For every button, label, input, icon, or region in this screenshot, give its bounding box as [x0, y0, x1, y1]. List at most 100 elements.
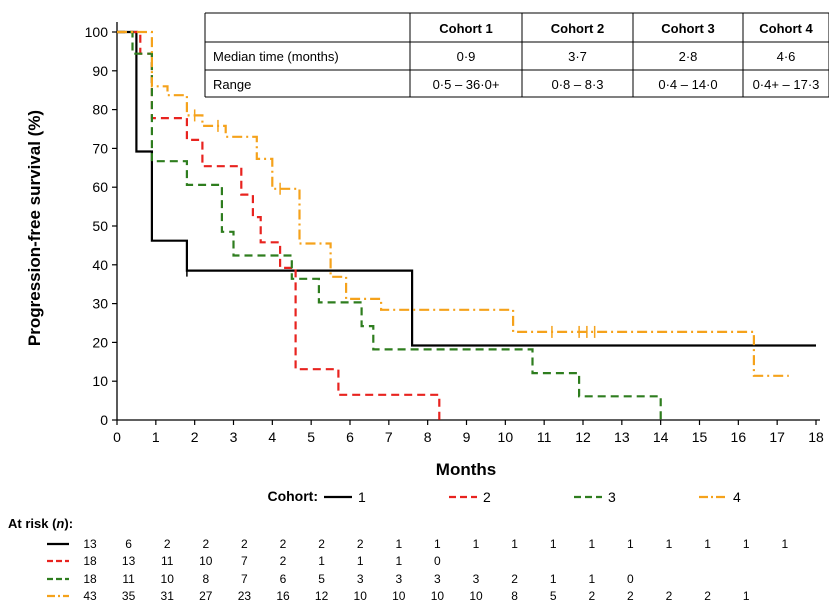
x-tick-label: 6 [346, 429, 354, 445]
at-risk-value: 11 [161, 554, 174, 568]
at-risk-value: 6 [280, 572, 287, 586]
series-line-cohort-1 [117, 30, 816, 347]
y-tick-label: 10 [92, 373, 108, 389]
x-tick-label: 10 [498, 429, 514, 445]
at-risk-value: 7 [241, 554, 248, 568]
x-tick-label: 8 [424, 429, 432, 445]
y-tick-label: 60 [92, 179, 108, 195]
y-tick-label: 20 [92, 334, 108, 350]
table-cell: 2·8 [679, 49, 698, 64]
at-risk-value: 5 [318, 572, 325, 586]
at-risk-value: 13 [122, 554, 136, 568]
at-risk-table: At risk (n):13 6 2 2 2 2 2 2 1 1 1 1 1 1 1 1 1 1 118 13 11 10… [8, 516, 788, 603]
at-risk-value: 1 [781, 537, 788, 551]
table-cell: 0·4+ – 17·3 [753, 77, 820, 92]
at-risk-value: 43 [83, 589, 97, 603]
table-row-label: Median time (months) [213, 49, 339, 64]
at-risk-value: 3 [434, 572, 441, 586]
table-cell: 4·6 [777, 49, 796, 64]
at-risk-title: At risk (n): [8, 516, 73, 531]
at-risk-value: 0 [434, 554, 441, 568]
table-header: Cohort 3 [661, 21, 714, 36]
table-header: Cohort 2 [551, 21, 604, 36]
at-risk-value: 10 [431, 589, 445, 603]
at-risk-value: 27 [199, 589, 213, 603]
at-risk-value: 3 [395, 572, 402, 586]
at-risk-value: 1 [550, 537, 557, 551]
at-risk-value: 8 [202, 572, 209, 586]
at-risk-value: 2 [666, 589, 673, 603]
x-tick-label: 1 [152, 429, 160, 445]
at-risk-value: 10 [469, 589, 483, 603]
at-risk-value: 18 [83, 554, 97, 568]
at-risk-value: 7 [241, 572, 248, 586]
legend: Cohort: 1 2 3 4 [267, 488, 741, 505]
x-tick-label: 4 [268, 429, 276, 445]
table-row-label: Range [213, 77, 251, 92]
axes: 0 1 2 3 4 5 6 7 8 9 10 11 12 13 14 15 16 17 18010203040506… [85, 22, 824, 445]
table-background [205, 13, 829, 97]
at-risk-value: 1 [550, 572, 557, 586]
x-tick-label: 7 [385, 429, 393, 445]
series-line-cohort-3 [117, 30, 662, 420]
x-tick-label: 2 [191, 429, 199, 445]
at-risk-value: 1 [395, 554, 402, 568]
y-tick-label: 50 [92, 218, 108, 234]
at-risk-value: 2 [280, 554, 287, 568]
median-table: Cohort 1 Cohort 2 Cohort 3 Cohort 4 Median t… [204, 12, 829, 98]
legend-label-cohort-4: 4 [733, 489, 741, 505]
legend-label-cohort-3: 3 [608, 489, 616, 505]
at-risk-value: 1 [743, 589, 750, 603]
at-risk-value: 2 [704, 589, 711, 603]
at-risk-value: 2 [357, 537, 364, 551]
legend-label-cohort-2: 2 [483, 489, 491, 505]
at-risk-value: 12 [315, 589, 329, 603]
x-tick-label: 18 [808, 429, 824, 445]
at-risk-value: 2 [627, 589, 634, 603]
x-tick-label: 15 [692, 429, 708, 445]
at-risk-value: 0 [627, 572, 634, 586]
table-header: Cohort 1 [439, 21, 492, 36]
at-risk-value: 35 [122, 589, 136, 603]
y-tick-label: 0 [100, 412, 108, 428]
at-risk-value: 2 [202, 537, 209, 551]
at-risk-value: 1 [434, 537, 441, 551]
at-risk-value: 2 [511, 572, 518, 586]
legend-label-cohort-1: 1 [358, 489, 366, 505]
at-risk-value: 1 [511, 537, 518, 551]
x-tick-label: 12 [575, 429, 591, 445]
y-tick-label: 80 [92, 102, 108, 118]
at-risk-value: 23 [238, 589, 252, 603]
survival-curves [117, 30, 816, 420]
y-tick-label: 70 [92, 140, 108, 156]
at-risk-value: 1 [704, 537, 711, 551]
y-axis-title: Progression-free survival (%) [25, 110, 44, 346]
at-risk-value: 10 [392, 589, 406, 603]
x-tick-label: 16 [731, 429, 747, 445]
x-axis-title: Months [436, 460, 496, 479]
series-line-cohort-4 [117, 30, 789, 377]
table-cell: 0·8 – 8·3 [551, 77, 603, 92]
at-risk-value: 1 [588, 537, 595, 551]
at-risk-value: 18 [83, 572, 97, 586]
at-risk-value: 31 [161, 589, 175, 603]
x-tick-label: 9 [463, 429, 471, 445]
at-risk-value: 2 [588, 589, 595, 603]
at-risk-value: 3 [473, 572, 480, 586]
at-risk-value: 1 [357, 554, 364, 568]
at-risk-value: 13 [83, 537, 97, 551]
table-cell: 0·5 – 36·0+ [433, 77, 500, 92]
at-risk-value: 16 [276, 589, 290, 603]
y-tick-label: 100 [85, 24, 109, 40]
x-tick-label: 0 [113, 429, 121, 445]
x-tick-label: 17 [769, 429, 785, 445]
at-risk-value: 8 [511, 589, 518, 603]
table-cell: 0·4 – 14·0 [658, 77, 717, 92]
table-cell: 3·7 [568, 49, 587, 64]
at-risk-value: 1 [743, 537, 750, 551]
at-risk-value: 1 [318, 554, 325, 568]
y-tick-label: 40 [92, 257, 108, 273]
at-risk-value: 1 [666, 537, 673, 551]
at-risk-value: 10 [199, 554, 213, 568]
